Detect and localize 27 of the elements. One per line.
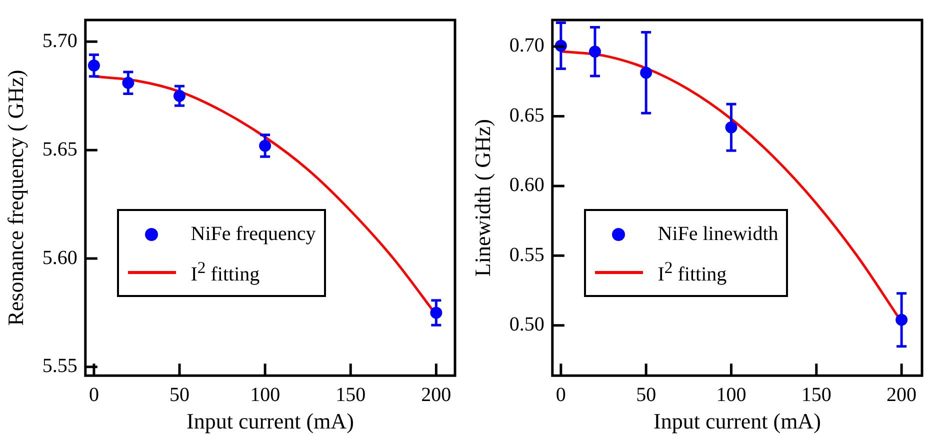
x-tick-label: 100 [716, 384, 746, 406]
x-tick-label: 0 [556, 384, 566, 406]
legend-label: I$^{2}$ fitting [658, 258, 727, 287]
y-tick-label: 0.70 [509, 34, 544, 57]
x-tick-label: 50 [170, 384, 190, 406]
y-tick-label: 5.70 [42, 30, 78, 52]
y-tick-label: 0.60 [509, 174, 544, 196]
x-axis-title: Input current (mA) [654, 408, 821, 434]
y-tick-label: 5.60 [42, 246, 78, 269]
x-tick-label: 50 [636, 384, 656, 406]
x-tick-label: 0 [88, 384, 99, 406]
x-tick-label: 200 [886, 384, 917, 406]
y-tick-label: 0.55 [509, 244, 544, 266]
x-axis-title: Input current (mA) [186, 408, 354, 434]
legend-label: NiFe frequency [190, 222, 316, 246]
y-axis-title: Resonance frequency ( GHz) [2, 70, 28, 326]
y-tick-label: 5.55 [42, 355, 78, 378]
x-tick-label: 200 [421, 384, 452, 406]
x-tick-label: 100 [250, 384, 280, 406]
y-tick-label: 0.65 [509, 104, 544, 126]
y-tick-label: 0.50 [509, 314, 544, 336]
y-axis-title: Linewidth ( GHz) [470, 118, 495, 277]
x-tick-label: 150 [801, 384, 832, 406]
legend-label: NiFe linewidth [658, 222, 778, 246]
legend-label: I$^{2}$ fitting [190, 258, 260, 287]
y-tick-label: 5.65 [42, 138, 78, 160]
x-tick-label: 150 [336, 384, 366, 406]
